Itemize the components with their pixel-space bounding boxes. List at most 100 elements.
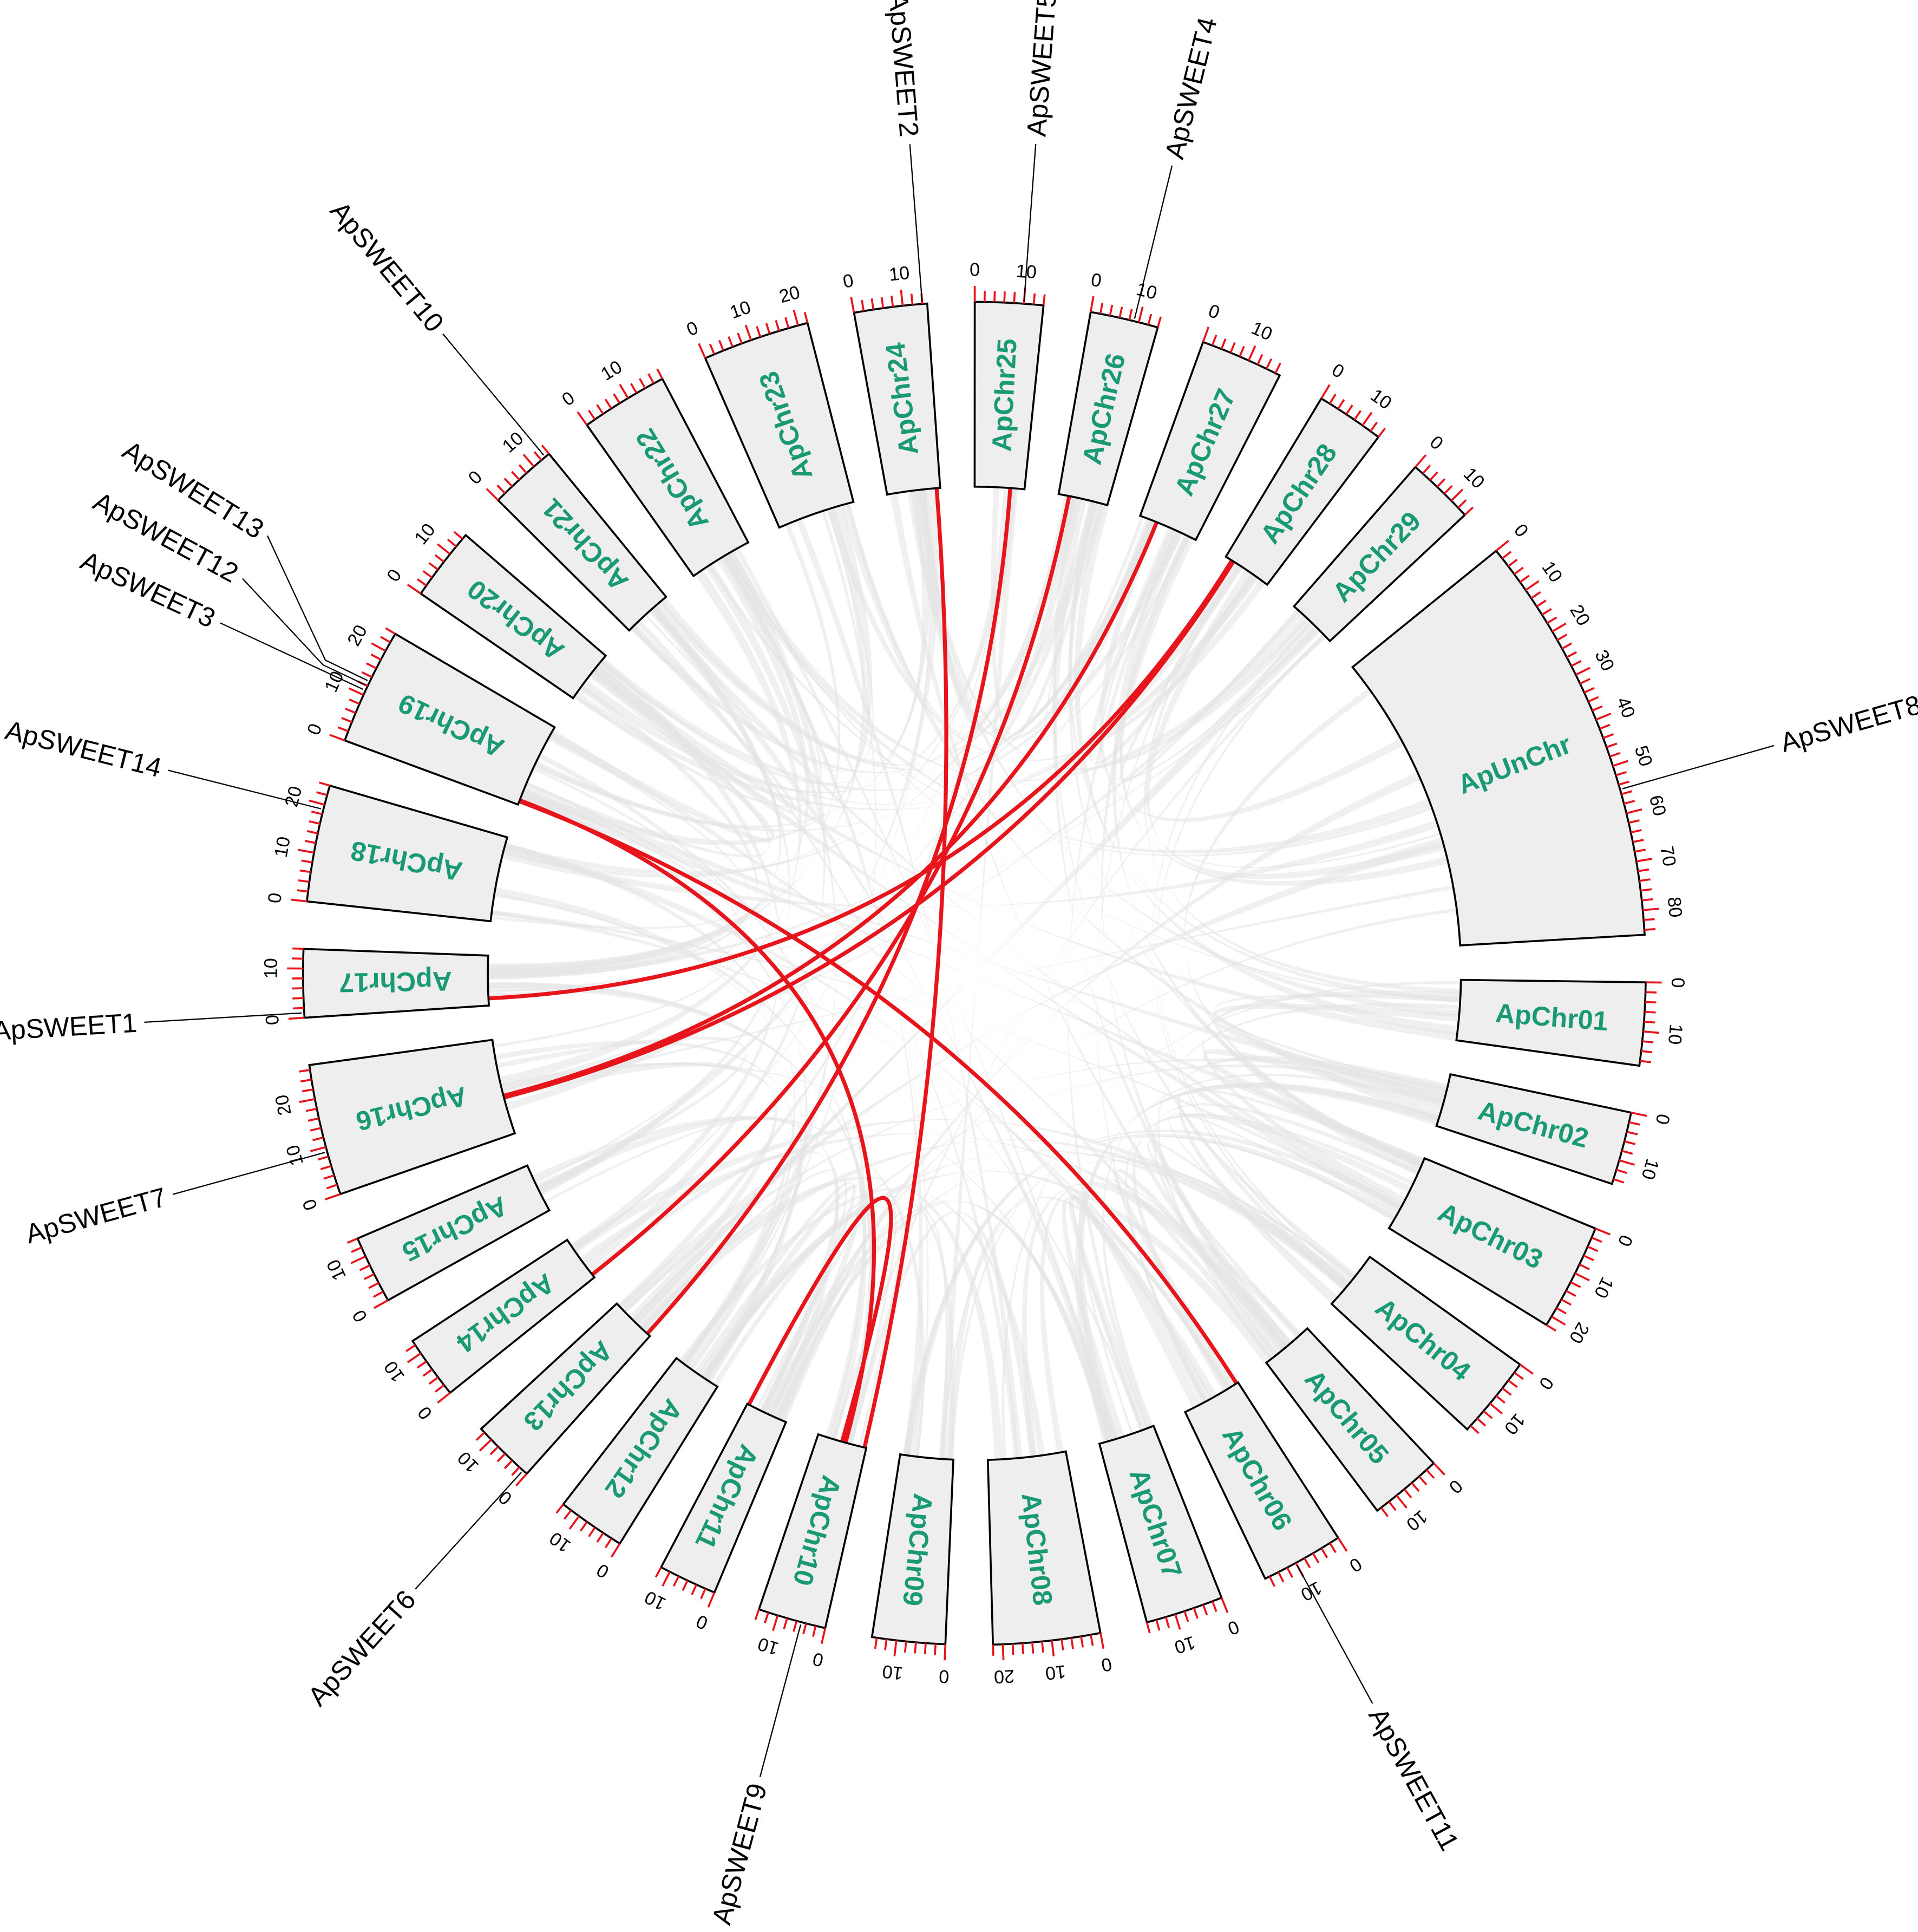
chromosome-block[interactable] bbox=[561, 1356, 719, 1545]
tick-mark bbox=[298, 848, 315, 854]
tick-mark bbox=[604, 1537, 613, 1549]
tick-mark bbox=[1476, 1418, 1487, 1427]
chromosome-ring: ApUnChr01020304050607080ApChr01010ApChr0… bbox=[261, 259, 1688, 1687]
chromosome-block[interactable] bbox=[986, 1450, 1102, 1646]
gene-label: ApSWEET2 bbox=[883, 0, 925, 138]
gene-ApSWEET5: ApSWEET5 bbox=[1021, 0, 1062, 302]
tick-mark bbox=[320, 1165, 332, 1170]
tick-mark bbox=[309, 799, 325, 806]
chromosome-block[interactable] bbox=[1435, 1073, 1633, 1185]
tick-mark bbox=[596, 404, 604, 415]
tick-label: 10 bbox=[546, 1528, 574, 1556]
tick-label: 0 bbox=[1614, 1232, 1636, 1249]
tick-mark bbox=[1328, 1542, 1337, 1554]
syntenic-ribbon bbox=[702, 1185, 864, 1421]
chromosome-block[interactable] bbox=[308, 1039, 516, 1196]
tick-mark bbox=[301, 859, 313, 864]
tick-label: 0 bbox=[1099, 1653, 1114, 1675]
tick-mark bbox=[1090, 1634, 1094, 1646]
tick-mark bbox=[299, 1098, 316, 1104]
chromosome-block[interactable] bbox=[870, 1453, 954, 1646]
gene-label: ApSWEET5 bbox=[1021, 0, 1062, 138]
syntenic-ribbon bbox=[493, 767, 744, 1048]
chromosome-block[interactable] bbox=[1265, 1327, 1435, 1512]
tick-mark bbox=[1579, 1263, 1590, 1270]
tick-mark bbox=[368, 1282, 379, 1289]
chromosome-ApChr17[interactable]: ApChr17 0 10 bbox=[261, 947, 490, 1026]
syntenic-ribbon bbox=[1202, 990, 1461, 1204]
tick-label: 0 bbox=[1206, 301, 1222, 323]
gene-label: ApSWEET4 bbox=[1159, 14, 1223, 162]
tick-label: 10 bbox=[1637, 1157, 1662, 1182]
tick-mark bbox=[1051, 1640, 1055, 1657]
tick-mark bbox=[1042, 294, 1046, 306]
chromosome-block[interactable] bbox=[480, 1302, 652, 1476]
chromosome-ApChr02[interactable]: ApChr02 010 bbox=[1435, 1073, 1674, 1185]
tick-mark bbox=[893, 1640, 898, 1656]
tick-label: 20 bbox=[1565, 1319, 1593, 1347]
tick-mark bbox=[1274, 362, 1281, 374]
chromosome-block[interactable] bbox=[411, 1238, 596, 1394]
chromosome-block[interactable] bbox=[305, 784, 509, 923]
tick-mark bbox=[496, 485, 506, 494]
chromosome-block[interactable] bbox=[496, 452, 667, 632]
tick-mark bbox=[596, 1532, 604, 1543]
chromosome-block[interactable] bbox=[585, 377, 750, 578]
tick-mark bbox=[1626, 1131, 1638, 1135]
tick-label: 0 bbox=[414, 1402, 436, 1424]
tick-mark bbox=[345, 708, 356, 714]
chromosome-block[interactable] bbox=[419, 533, 607, 700]
tick-mark bbox=[1080, 1636, 1084, 1648]
tick-mark bbox=[405, 1344, 416, 1353]
tick-mark bbox=[1265, 358, 1273, 369]
tick-mark bbox=[764, 1612, 769, 1623]
chromosome-block[interactable] bbox=[853, 302, 941, 496]
chromosome-block[interactable] bbox=[1183, 1381, 1340, 1580]
syntenic-ribbon bbox=[938, 488, 1018, 1459]
chromosome-block[interactable] bbox=[1330, 1255, 1522, 1431]
tick-mark bbox=[1643, 1030, 1660, 1034]
tick-mark bbox=[326, 1184, 338, 1190]
syntenic-ribbon bbox=[533, 519, 1154, 832]
tick-mark bbox=[359, 1264, 370, 1271]
tick-mark bbox=[1595, 1228, 1611, 1236]
tick-mark bbox=[638, 378, 646, 389]
tick-mark bbox=[1642, 908, 1659, 911]
chromosome-block[interactable] bbox=[1455, 978, 1647, 1067]
tick-mark bbox=[1641, 898, 1653, 902]
tick-mark bbox=[1070, 1637, 1074, 1649]
gene-leader-line bbox=[909, 144, 923, 302]
gene-label: ApSWEET1 bbox=[0, 1008, 138, 1047]
sweet-link bbox=[518, 799, 1239, 1385]
chromosome-block[interactable] bbox=[302, 948, 490, 1019]
tick-mark bbox=[1202, 1604, 1208, 1616]
tick-mark bbox=[366, 662, 377, 669]
tick-mark bbox=[291, 898, 307, 903]
chromosome-block[interactable] bbox=[973, 301, 1045, 491]
tick-mark bbox=[754, 1609, 760, 1621]
tick-label: 0 bbox=[558, 388, 578, 410]
gene-ApSWEET2: ApSWEET2 bbox=[883, 0, 925, 302]
chromosome-block[interactable] bbox=[1138, 341, 1281, 541]
tick-mark bbox=[555, 1503, 564, 1514]
gene-ApSWEET9: ApSWEET9 bbox=[706, 1624, 802, 1928]
tick-label: 10 bbox=[454, 1447, 483, 1477]
gene-label: ApSWEET14 bbox=[2, 715, 165, 783]
tick-mark bbox=[518, 464, 528, 474]
